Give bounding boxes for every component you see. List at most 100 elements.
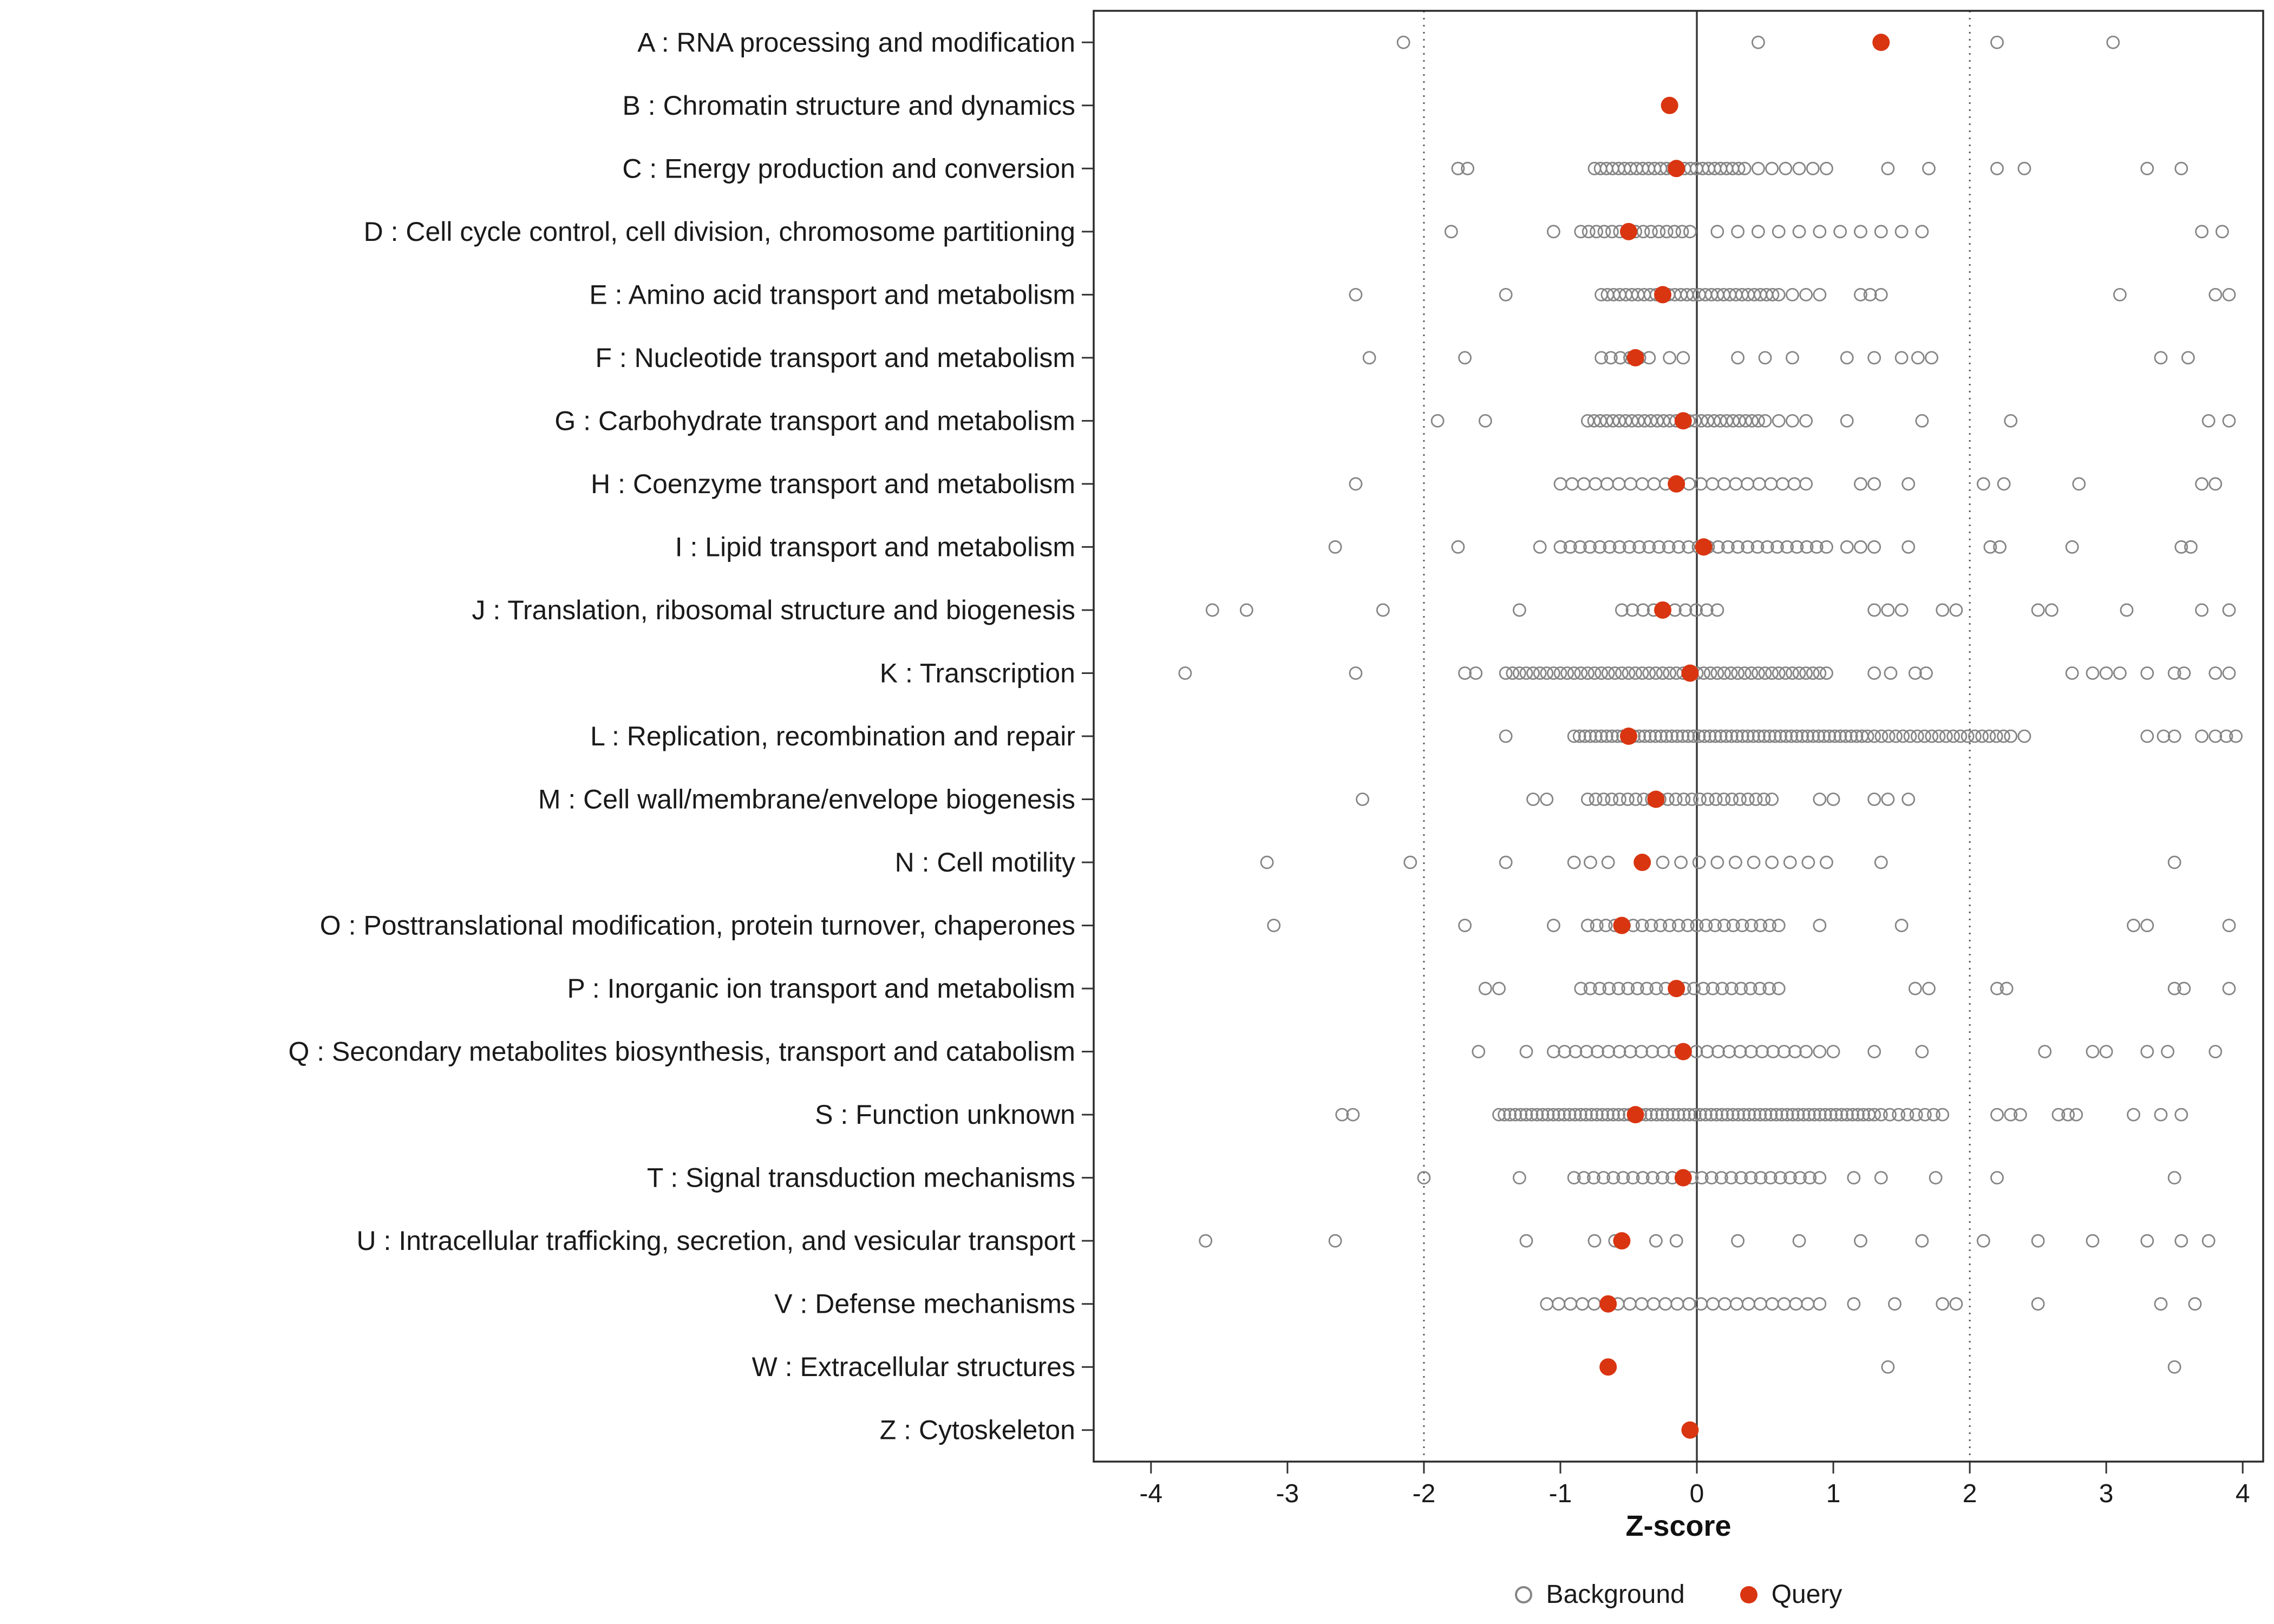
background-point xyxy=(1780,1108,1794,1122)
background-legend-marker-icon xyxy=(1514,1586,1532,1603)
background-point xyxy=(1663,351,1677,365)
background-point xyxy=(2184,540,2198,554)
category-label: J : Translation, ribosomal structure and… xyxy=(472,595,1075,625)
background-point xyxy=(1731,540,1745,554)
background-point xyxy=(1472,1045,1486,1059)
background-point xyxy=(2031,1297,2045,1311)
background-point xyxy=(1698,1108,1713,1122)
background-point xyxy=(1766,287,1780,302)
background-point xyxy=(1645,1045,1659,1059)
background-point xyxy=(1881,603,1895,617)
background-point xyxy=(1813,1108,1827,1122)
background-point xyxy=(1774,729,1787,743)
background-point xyxy=(1695,1171,1709,1185)
background-point xyxy=(2154,351,2168,365)
background-point xyxy=(1752,666,1765,680)
background-point xyxy=(1574,666,1588,680)
background-point xyxy=(1765,855,1779,869)
background-point xyxy=(1911,351,1925,365)
background-point xyxy=(1786,351,1799,365)
background-point xyxy=(1847,1297,1861,1311)
background-point xyxy=(1726,919,1740,932)
background-point xyxy=(1901,793,1916,806)
background-point xyxy=(1593,540,1607,554)
background-point xyxy=(1670,729,1684,743)
category-label: U : Intracellular trafficking, secretion… xyxy=(357,1226,1076,1256)
background-point xyxy=(1854,540,1867,554)
background-point xyxy=(1700,603,1714,617)
query-point xyxy=(1674,412,1692,430)
background-point xyxy=(1417,1171,1431,1185)
background-point xyxy=(1699,919,1713,932)
background-point xyxy=(2167,666,2181,680)
background-point xyxy=(1826,793,1840,806)
background-point xyxy=(1687,981,1701,996)
x-tick-label: 1 xyxy=(1826,1479,1841,1505)
background-point xyxy=(1615,666,1629,680)
background-point xyxy=(1349,287,1363,302)
background-point xyxy=(1881,729,1896,743)
background-point xyxy=(1675,225,1689,239)
background-point xyxy=(1601,666,1615,680)
background-point xyxy=(1772,919,1786,932)
background-point xyxy=(1643,729,1657,743)
background-point xyxy=(1867,666,1881,680)
background-point xyxy=(1820,666,1833,680)
background-point xyxy=(1818,1108,1832,1122)
background-point xyxy=(1990,1108,2004,1122)
background-point xyxy=(1623,1045,1637,1059)
background-point xyxy=(1976,477,1990,491)
background-point xyxy=(2157,729,2171,743)
background-point xyxy=(1820,855,1833,869)
background-point xyxy=(2222,919,2236,932)
background-point xyxy=(1659,729,1674,743)
background-point xyxy=(1990,1171,2004,1185)
background-point xyxy=(1742,1108,1756,1122)
background-point xyxy=(1629,666,1643,680)
background-point xyxy=(1752,35,1765,49)
background-point xyxy=(1802,1108,1816,1122)
background-point xyxy=(1665,729,1679,743)
background-point xyxy=(1692,855,1706,869)
background-point xyxy=(1874,225,1888,239)
background-point xyxy=(1656,1171,1669,1185)
category-label: B : Chromatin structure and dynamics xyxy=(623,90,1075,121)
background-point xyxy=(2222,981,2236,996)
background-point xyxy=(1519,1108,1533,1122)
background-point xyxy=(1430,414,1445,428)
background-point xyxy=(1677,1108,1691,1122)
background-point xyxy=(2174,1108,2188,1122)
background-point xyxy=(1881,161,1895,175)
background-point xyxy=(1766,1045,1780,1059)
background-point xyxy=(1709,793,1723,806)
background-point xyxy=(1915,1045,1929,1059)
background-point xyxy=(1896,729,1910,743)
background-point xyxy=(1626,1171,1640,1185)
background-point xyxy=(1822,729,1837,743)
query-point xyxy=(1654,601,1672,619)
query-legend-marker-icon xyxy=(1740,1586,1757,1603)
background-point xyxy=(1362,351,1376,365)
background-point xyxy=(2167,1360,2181,1374)
background-point xyxy=(1881,793,1895,806)
query-point xyxy=(1668,160,1685,178)
background-point xyxy=(1801,855,1815,869)
category-label: D : Cell cycle control, cell division, c… xyxy=(364,217,1075,247)
background-point xyxy=(1710,666,1724,680)
background-point xyxy=(1451,540,1465,554)
background-point xyxy=(2140,1045,2154,1059)
background-point xyxy=(1599,919,1613,932)
background-point xyxy=(1867,1045,1881,1059)
background-point xyxy=(1833,225,1847,239)
background-point xyxy=(1813,225,1827,239)
background-point xyxy=(1758,666,1772,680)
background-point xyxy=(1833,729,1847,743)
background-point xyxy=(1580,666,1595,680)
background-point xyxy=(1785,729,1798,743)
background-point xyxy=(1734,981,1748,996)
background-point xyxy=(1710,225,1724,239)
background-point xyxy=(1765,793,1779,806)
background-point xyxy=(1744,1045,1758,1059)
x-tick-label: 2 xyxy=(1963,1479,1977,1505)
background-point xyxy=(1519,1045,1533,1059)
